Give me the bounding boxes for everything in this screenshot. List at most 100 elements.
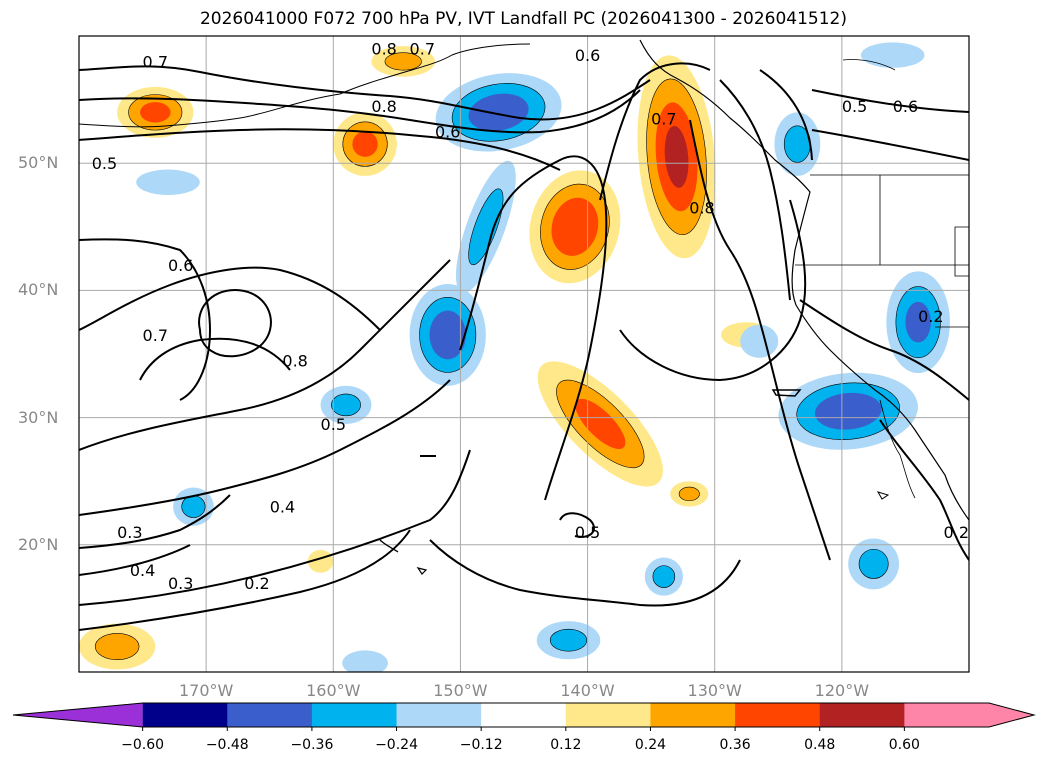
colorbar-tick-label: 0.12 bbox=[550, 737, 582, 753]
anomaly-level-band bbox=[858, 548, 889, 579]
positive-anomaly bbox=[371, 46, 436, 77]
contour-label: 0.7 bbox=[143, 326, 168, 345]
contour-0.5-east bbox=[811, 89, 969, 113]
northern-coast bbox=[842, 59, 896, 71]
contour-0.4-a bbox=[79, 379, 451, 516]
anomaly-level-band bbox=[429, 310, 466, 360]
contour-label: 0.6 bbox=[575, 46, 600, 65]
anomaly-level-band bbox=[136, 169, 200, 195]
anomaly-level-band bbox=[468, 93, 529, 132]
contour-west-a bbox=[79, 238, 212, 401]
colorbar-tick-label: −0.48 bbox=[205, 737, 249, 753]
contour-0.2-southeast bbox=[879, 419, 969, 561]
contour-label: 0.2 bbox=[918, 307, 943, 326]
contour-label: 0.6 bbox=[893, 97, 918, 116]
contour-label: 0.8 bbox=[282, 351, 307, 370]
contour-0.2-east bbox=[799, 299, 969, 401]
borders bbox=[795, 174, 969, 328]
contour-label: 0.5 bbox=[321, 415, 346, 434]
colorbar-segment bbox=[565, 703, 651, 727]
longitude-label: 160°W bbox=[306, 681, 361, 700]
positive-anomaly bbox=[117, 86, 194, 138]
contour-0.5-west bbox=[79, 259, 451, 451]
colorbar-segment bbox=[142, 703, 228, 727]
contour-east-b bbox=[599, 62, 711, 201]
negative-anomaly bbox=[644, 557, 683, 596]
anomaly-level-band bbox=[549, 628, 588, 652]
contour-south bbox=[429, 539, 741, 607]
contour-0.6-north bbox=[79, 128, 561, 171]
colorbar-segment bbox=[650, 703, 736, 727]
colorbar-segment bbox=[311, 703, 398, 727]
anomaly-level-band bbox=[384, 52, 422, 71]
contour-label: 0.6 bbox=[435, 122, 460, 141]
negative-anomaly bbox=[778, 372, 918, 450]
negative-anomaly bbox=[409, 284, 486, 386]
positive-anomaly bbox=[333, 112, 397, 176]
contour-label: 0.5 bbox=[842, 97, 867, 116]
colorbar-segment bbox=[227, 703, 313, 727]
contour-0.8-closed bbox=[198, 288, 272, 358]
contour-label: 0.7 bbox=[143, 52, 168, 71]
colorbar bbox=[12, 702, 1036, 731]
anomaly-level-band bbox=[140, 102, 171, 123]
anomaly-level-band bbox=[678, 486, 700, 502]
colorbar-tick-label: −0.36 bbox=[290, 737, 334, 753]
negative-anomaly bbox=[860, 42, 925, 68]
colorbar-segment bbox=[481, 703, 567, 727]
contour-0.8-north bbox=[79, 89, 641, 134]
anomaly-level-band bbox=[905, 301, 931, 343]
contour-label: 0.3 bbox=[117, 523, 142, 542]
longitude-label: 170°W bbox=[178, 681, 234, 700]
map-frame bbox=[78, 35, 970, 673]
contour-label: 0.5 bbox=[92, 154, 117, 173]
contour-label: 0.2 bbox=[944, 523, 969, 542]
negative-anomaly bbox=[848, 538, 900, 590]
positive-anomaly bbox=[637, 55, 716, 259]
contour-label: 0.4 bbox=[270, 498, 295, 517]
colorbar-tick-label: 0.36 bbox=[719, 737, 751, 753]
anomaly-level-band bbox=[468, 188, 504, 266]
positive-anomaly bbox=[529, 170, 621, 284]
contour-label: 0.3 bbox=[168, 574, 193, 593]
contour-west-b bbox=[79, 266, 381, 331]
anomaly-level-band bbox=[352, 131, 378, 157]
contour-0.7-north bbox=[79, 65, 651, 121]
negative-anomaly bbox=[455, 160, 516, 293]
contour-label: 0.8 bbox=[689, 199, 714, 218]
anomaly-level-band bbox=[860, 42, 925, 68]
anomaly-level-band bbox=[740, 324, 779, 358]
negative-anomaly bbox=[774, 112, 821, 176]
anomaly-level-band bbox=[181, 495, 206, 518]
anomaly-level-band bbox=[664, 125, 689, 188]
contour-labels: 0.7 0.7 0.8 0.6 0.8 0.6 0.5 0.7 0.8 0.5 0.6 0.6 0.7 0… bbox=[92, 40, 969, 593]
latitude-label: 40°N bbox=[18, 280, 59, 300]
contour-east-c bbox=[719, 79, 791, 301]
anomaly-level-band bbox=[331, 393, 361, 417]
anomaly-level-band bbox=[551, 197, 599, 256]
contour-0.4-b bbox=[79, 544, 191, 576]
colorbar-tick-label: 0.48 bbox=[804, 737, 836, 753]
contour-0.7-west bbox=[139, 337, 291, 381]
colorbar-segment bbox=[396, 703, 482, 727]
colorbar-extend-min bbox=[13, 703, 143, 727]
island-a bbox=[771, 389, 802, 397]
anomaly-level-band bbox=[94, 633, 140, 661]
latitude-label: 50°N bbox=[18, 153, 59, 173]
figure-title: 2026041000 F072 700 hPa PV, IVT Landfall… bbox=[199, 9, 847, 29]
contour-east-a bbox=[619, 199, 807, 382]
contour-0.3-a bbox=[79, 494, 231, 549]
contour-central-a bbox=[459, 155, 608, 501]
hawaii bbox=[379, 539, 399, 553]
colorbar-tick-label: −0.60 bbox=[121, 737, 165, 753]
contour-east-d bbox=[759, 69, 813, 161]
contour-label: 0.4 bbox=[130, 561, 155, 580]
contour-label: 0.5 bbox=[575, 523, 600, 542]
baja-coast bbox=[879, 399, 916, 499]
colorbar-segment bbox=[819, 703, 905, 727]
colorbar-extend-max bbox=[904, 703, 1034, 727]
positive-anomaly bbox=[79, 623, 156, 670]
negative-anomaly bbox=[886, 271, 950, 374]
contour-0.8-east bbox=[689, 119, 831, 561]
